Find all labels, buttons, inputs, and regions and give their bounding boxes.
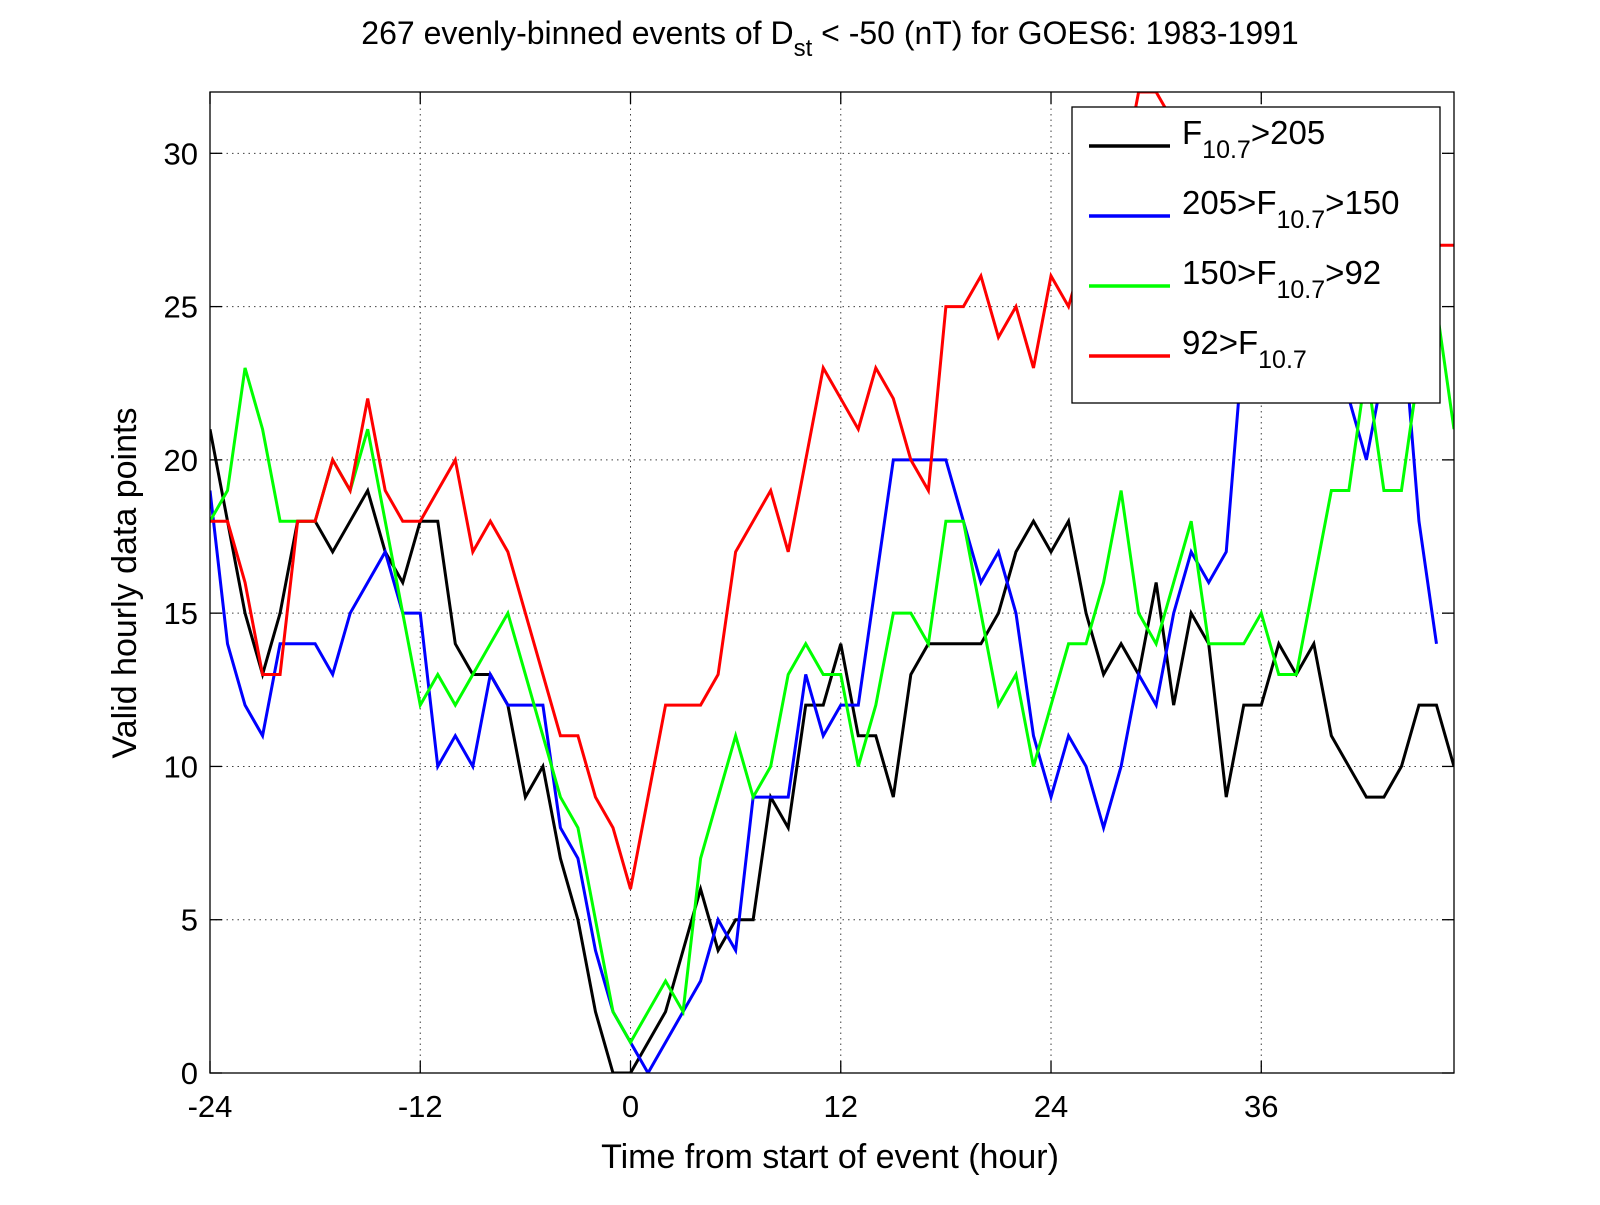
x-tick-label: 36 xyxy=(1244,1089,1278,1124)
plot-area-frame xyxy=(209,91,1455,1074)
legend-label-part: 205>F xyxy=(1182,184,1277,221)
legend-label-part: 10.7 xyxy=(1202,136,1251,164)
y-axis-label: Valid hourly data points xyxy=(106,408,144,759)
legend-label-part: >205 xyxy=(1251,114,1325,151)
chart-title: 267 evenly-binned events of Dst < -50 (n… xyxy=(361,15,1298,62)
legend-label-part: 10.7 xyxy=(1277,206,1326,234)
legend-label-1: F10.7>205 xyxy=(1182,114,1325,164)
series-line-2 xyxy=(210,274,1438,1073)
y-tick-label: 5 xyxy=(181,903,198,938)
y-tick-label: 10 xyxy=(164,749,198,784)
y-tick-label: 25 xyxy=(164,290,198,325)
legend-label-part: 10.7 xyxy=(1258,346,1307,374)
y-tick-label: 20 xyxy=(164,443,198,478)
x-tick-label: 12 xyxy=(824,1089,858,1124)
legend: F10.7>205205>F10.7>150150>F10.7>9292>F10… xyxy=(1071,106,1441,404)
series-line-3 xyxy=(210,306,1454,1046)
x-tick-label: -12 xyxy=(398,1089,443,1124)
x-tick-label: 24 xyxy=(1034,1089,1068,1124)
legend-label-part: >92 xyxy=(1325,254,1381,291)
chart-title-rest: < -50 (nT) for GOES6: 1983-1991 xyxy=(812,15,1298,51)
legend-label-part: 150>F xyxy=(1182,254,1277,291)
legend-label-3: 150>F10.7>92 xyxy=(1182,254,1381,304)
chart-title-subscript: st xyxy=(794,35,813,62)
grid-layer xyxy=(210,92,1454,1073)
legend-label-2: 205>F10.7>150 xyxy=(1182,184,1400,234)
y-tick-label: 15 xyxy=(164,596,198,631)
series-line-1 xyxy=(210,428,1454,1073)
legend-label-4: 92>F10.7 xyxy=(1182,324,1307,374)
x-tick-label: -24 xyxy=(188,1089,233,1124)
y-tick-label: 0 xyxy=(181,1056,198,1091)
legend-label-part: 10.7 xyxy=(1277,276,1326,304)
legend-label-part: 92>F xyxy=(1182,324,1258,361)
chart-title-main: 267 evenly-binned events of D xyxy=(361,15,793,51)
legend-box xyxy=(1071,106,1441,404)
x-axis-label: Time from start of event (hour) xyxy=(601,1138,1059,1176)
legend-label-part: >150 xyxy=(1325,184,1399,221)
series-layer xyxy=(210,92,1454,1073)
legend-label-part: F xyxy=(1182,114,1202,151)
tick-layer: -24 -12 0 12 24 36 0 5 10 15 20 25 30 xyxy=(164,92,1454,1124)
y-tick-label: 30 xyxy=(164,136,198,171)
x-tick-label: 0 xyxy=(622,1089,639,1124)
